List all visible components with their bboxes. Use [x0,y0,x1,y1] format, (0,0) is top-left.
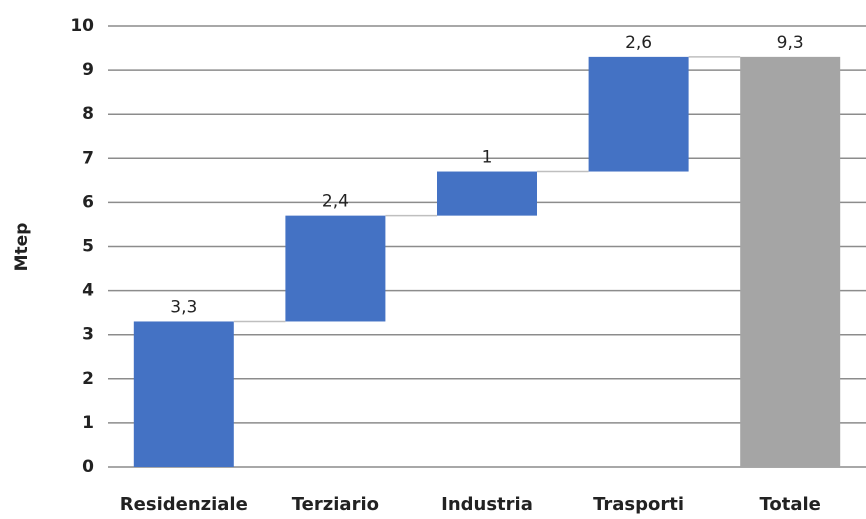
bar [133,321,234,467]
bar [588,56,689,172]
value-label: 1 [482,148,493,168]
bar [437,171,537,216]
y-tick-label: 3 [82,325,94,345]
x-tick-label: Trasporti [593,494,684,515]
y-tick-label: 1 [82,413,94,433]
x-tick-label: Totale [760,494,821,515]
y-tick-label: 10 [70,16,94,36]
value-label: 2,4 [322,192,349,212]
x-tick-label: Residenziale [120,494,248,515]
y-tick-label: 2 [82,369,94,389]
y-axis-title: Mtep [12,223,32,272]
y-tick-label: 7 [82,148,94,168]
y-tick-label: 8 [82,104,94,124]
y-tick-label: 5 [82,237,94,257]
value-label: 9,3 [777,33,804,53]
value-label: 2,6 [625,33,652,53]
bar [740,56,841,468]
y-tick-label: 0 [82,457,94,477]
bar [285,215,386,322]
y-tick-label: 6 [82,192,94,212]
value-label: 3,3 [170,297,197,317]
y-tick-label: 4 [82,281,94,301]
y-tick-label: 9 [82,60,94,80]
x-tick-label: Industria [441,494,533,515]
x-tick-label: Terziario [292,494,379,515]
